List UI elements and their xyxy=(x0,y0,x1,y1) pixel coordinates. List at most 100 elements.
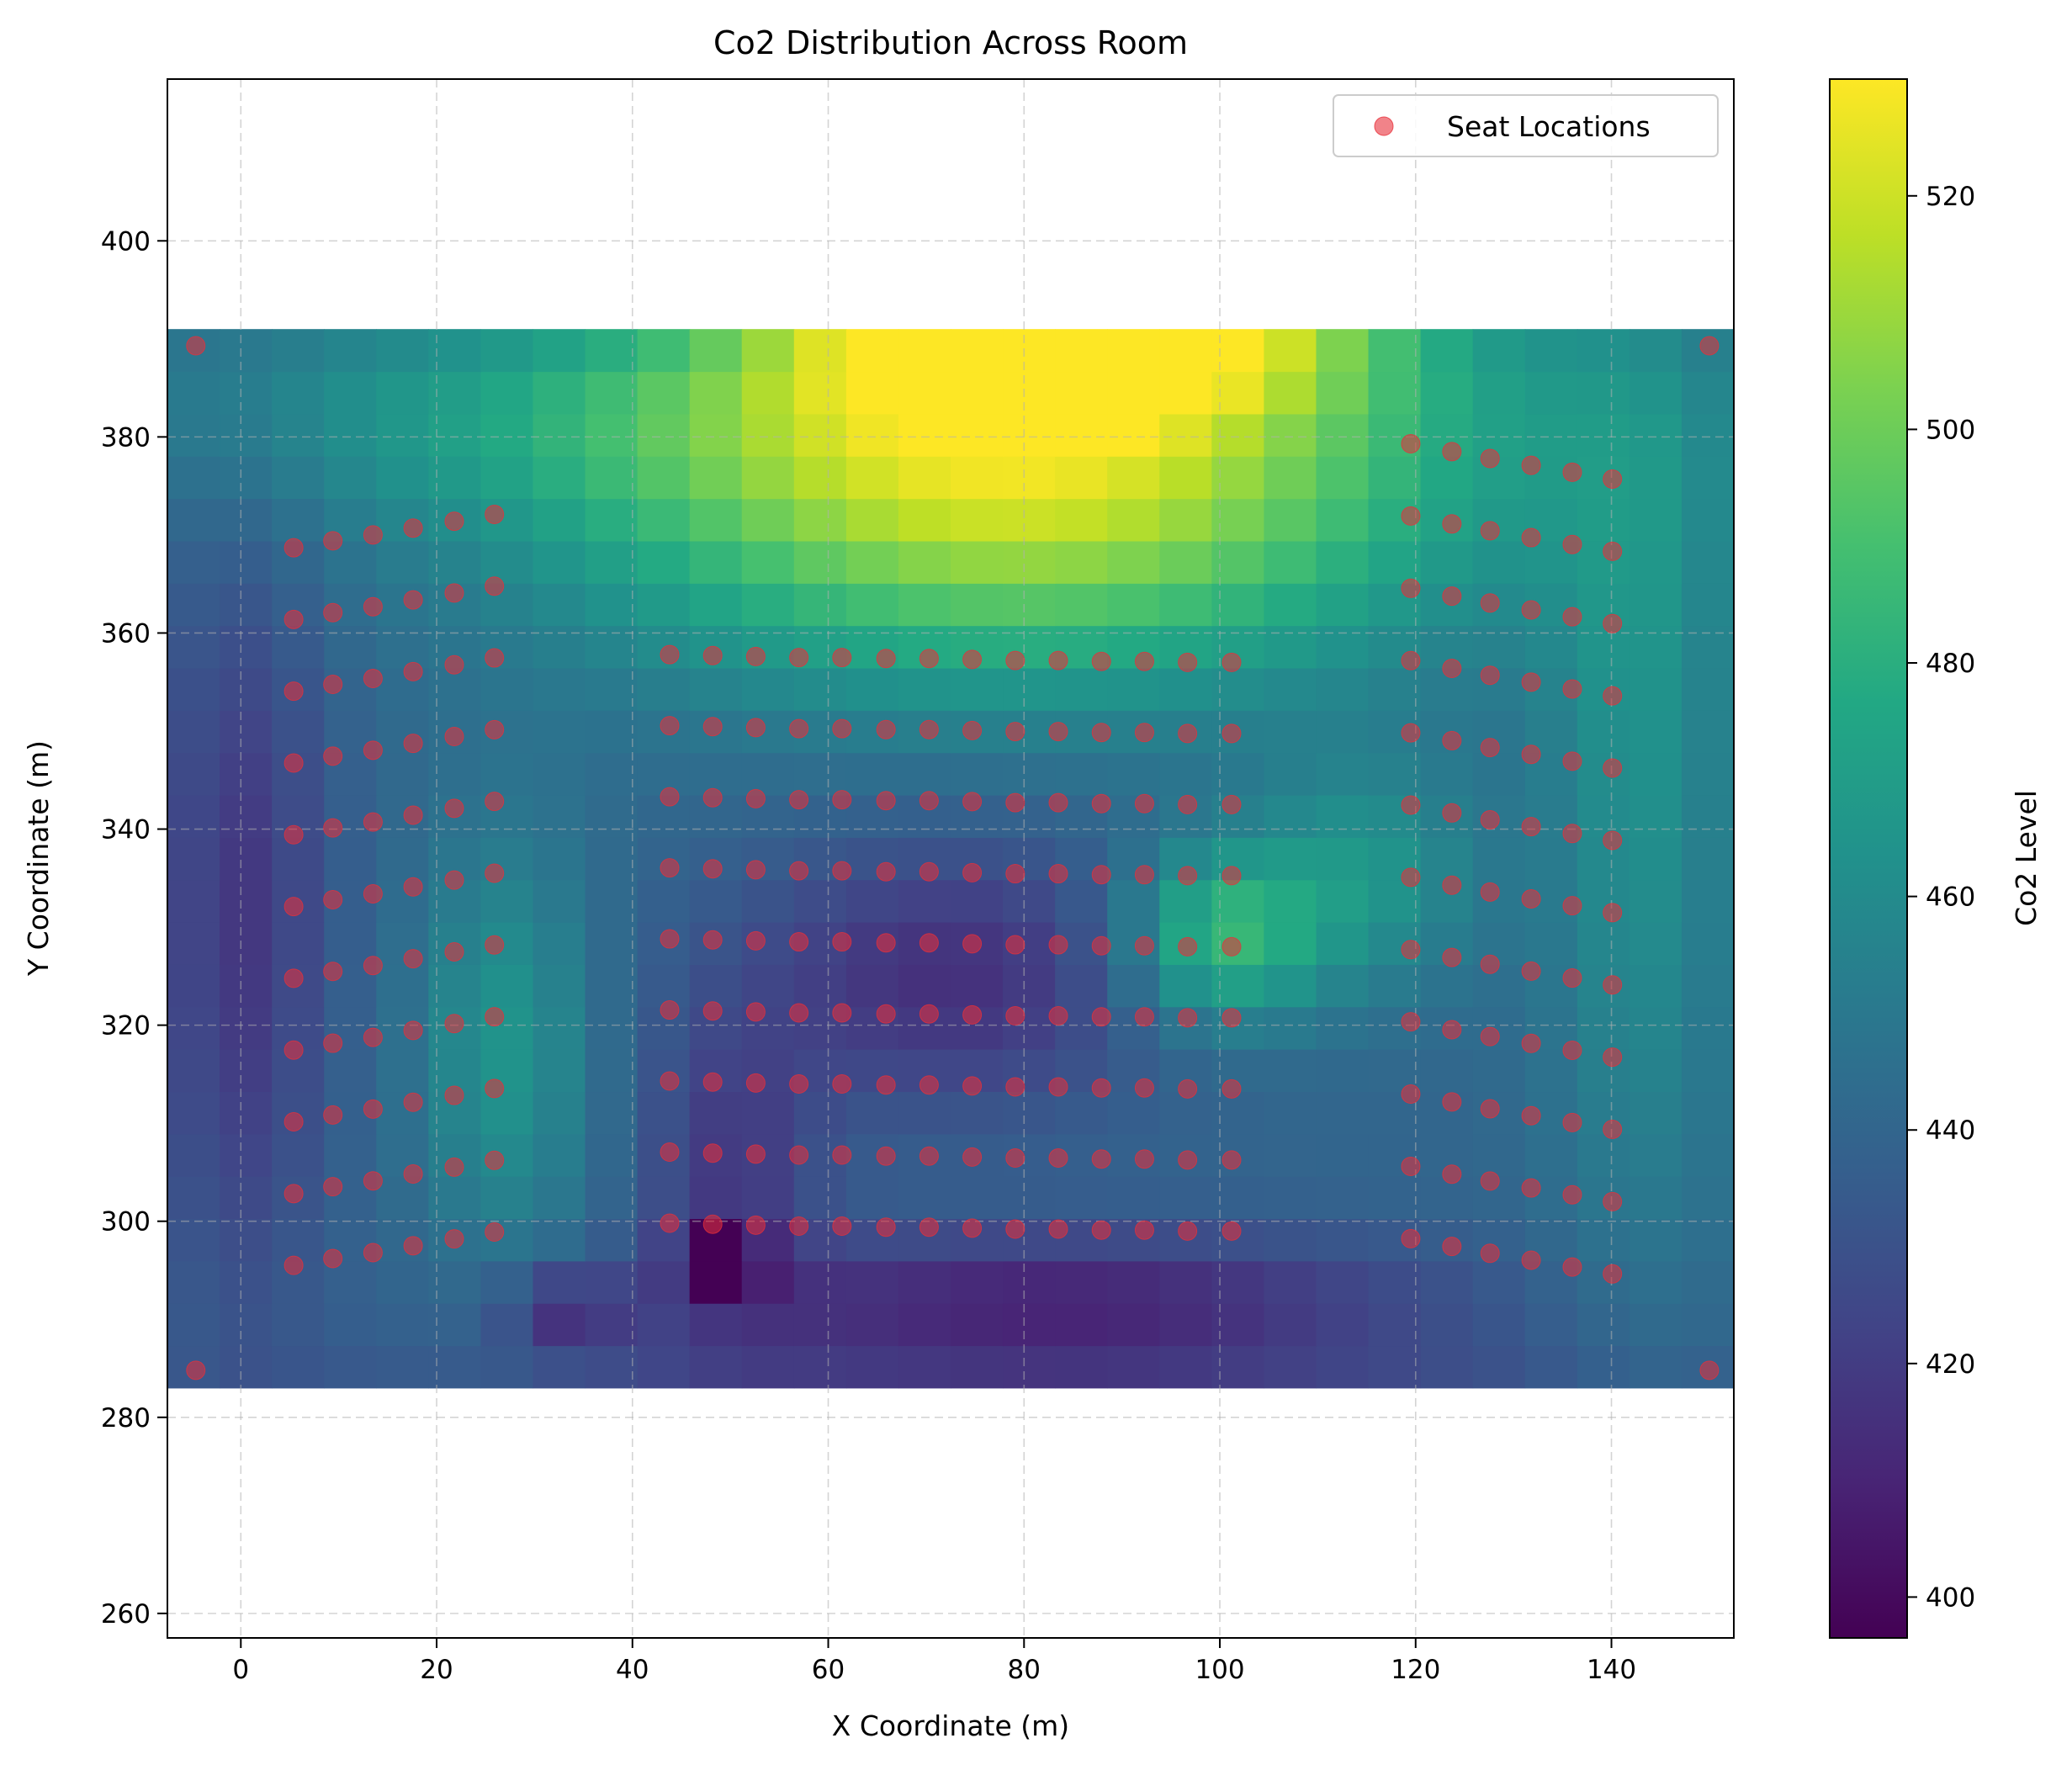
seat-point xyxy=(832,932,852,952)
seat-point xyxy=(1562,679,1582,699)
seat-point xyxy=(919,649,939,669)
seat-point xyxy=(363,740,383,760)
heatmap-cell xyxy=(951,964,1004,1008)
heatmap-cell xyxy=(1055,964,1108,1008)
heatmap-cell xyxy=(376,1218,429,1262)
heatmap-cell xyxy=(1316,625,1370,669)
heatmap-cell xyxy=(637,964,691,1008)
heatmap-cell xyxy=(585,1049,639,1093)
heatmap-cell xyxy=(1629,371,1683,415)
heatmap-cell xyxy=(898,498,951,542)
heatmap-cell xyxy=(1107,964,1160,1008)
heatmap-cell xyxy=(220,371,273,415)
legend-seat-label: Seat Locations xyxy=(1447,110,1651,143)
heatmap-cell xyxy=(376,1049,429,1093)
seat-point xyxy=(485,1078,505,1099)
heatmap-cell xyxy=(1264,456,1317,500)
colorbar-label: Co2 Level xyxy=(2010,790,2043,926)
seat-point xyxy=(1178,1221,1198,1241)
heatmap-cell xyxy=(1629,456,1683,500)
heatmap-cell xyxy=(585,583,639,627)
seat-point xyxy=(1562,462,1582,482)
seat-point xyxy=(1401,1012,1421,1032)
seat-point xyxy=(403,1164,423,1184)
heatmap-cell xyxy=(1055,456,1108,500)
heatmap-cell xyxy=(1472,1303,1526,1347)
heatmap-cell xyxy=(1003,456,1056,500)
seat-point xyxy=(1048,935,1068,955)
heatmap-cell xyxy=(533,329,586,373)
seat-point xyxy=(444,654,464,675)
seat-point xyxy=(789,718,809,739)
seat-point xyxy=(660,1213,680,1233)
heatmap-cell xyxy=(741,1303,795,1347)
heatmap-cell xyxy=(793,1176,847,1220)
heatmap-cell xyxy=(1264,540,1317,584)
heatmap-cell xyxy=(220,498,273,542)
heatmap-cell xyxy=(480,1091,534,1135)
seat-point xyxy=(186,336,206,356)
heatmap-cell xyxy=(1681,752,1735,796)
heatmap-cell xyxy=(898,371,951,415)
seat-point xyxy=(1603,469,1623,489)
heatmap-cell xyxy=(1472,498,1526,542)
heatmap-cell xyxy=(1264,964,1317,1008)
heatmap-cell xyxy=(1681,1218,1735,1262)
heatmap-cell xyxy=(1472,922,1526,965)
heatmap-cell xyxy=(1107,413,1160,457)
heatmap-cell xyxy=(324,625,377,669)
heatmap-cell xyxy=(1264,1303,1317,1347)
seat-point xyxy=(745,930,766,951)
heatmap-cell xyxy=(793,456,847,500)
seat-point xyxy=(363,812,383,832)
heatmap-cell xyxy=(1577,1345,1630,1389)
heatmap-cell xyxy=(898,1176,951,1220)
heatmap-cell xyxy=(898,964,951,1008)
heatmap-cell xyxy=(1577,498,1630,542)
seat-point xyxy=(1603,975,1623,995)
heatmap-cell xyxy=(1264,1049,1317,1093)
seat-point xyxy=(1178,1008,1198,1028)
heatmap-cell xyxy=(1003,498,1056,542)
heatmap-cell xyxy=(741,1260,795,1304)
heatmap-cell xyxy=(1629,1345,1683,1389)
heatmap-cell xyxy=(533,1218,586,1262)
heatmap-cell xyxy=(1472,1091,1526,1135)
seat-point xyxy=(1048,1219,1068,1239)
heatmap-cell xyxy=(1681,1133,1735,1177)
heatmap-cell xyxy=(324,413,377,457)
heatmap-cell xyxy=(793,964,847,1008)
seat-point xyxy=(962,649,983,670)
seat-point xyxy=(876,933,896,953)
heatmap-cell xyxy=(480,413,534,457)
seat-point xyxy=(1480,809,1500,829)
heatmap-cell xyxy=(272,1345,325,1389)
heatmap-cell xyxy=(1629,1006,1683,1050)
heatmap-cell xyxy=(1055,1260,1108,1304)
seat-point xyxy=(745,788,766,808)
heatmap-cell xyxy=(1003,1345,1056,1389)
heatmap-cell xyxy=(585,1303,639,1347)
heatmap-cell xyxy=(585,1260,639,1304)
heatmap-cell xyxy=(220,794,273,838)
heatmap-cell xyxy=(1159,1091,1212,1135)
heatmap-cell xyxy=(1159,498,1212,542)
heatmap-cell xyxy=(1577,540,1630,584)
heatmap-cell xyxy=(845,1091,899,1135)
heatmap-cell xyxy=(272,710,325,754)
heatmap-cell xyxy=(1316,1303,1370,1347)
heatmap-cell xyxy=(1003,1303,1056,1347)
heatmap-cell xyxy=(533,456,586,500)
seat-point xyxy=(1562,607,1582,627)
colorbar-tick-label: 520 xyxy=(1926,182,1975,212)
heatmap-cell xyxy=(637,1176,691,1220)
heatmap-cell xyxy=(1368,752,1422,796)
heatmap-cell xyxy=(1159,583,1212,627)
heatmap-cell xyxy=(1681,1260,1735,1304)
heatmap-cell xyxy=(689,498,743,542)
seat-point xyxy=(1442,730,1462,750)
heatmap-cell xyxy=(1681,413,1735,457)
heatmap-cell xyxy=(637,540,691,584)
heatmap-cell xyxy=(1472,1133,1526,1177)
heatmap-cell xyxy=(1681,498,1735,542)
